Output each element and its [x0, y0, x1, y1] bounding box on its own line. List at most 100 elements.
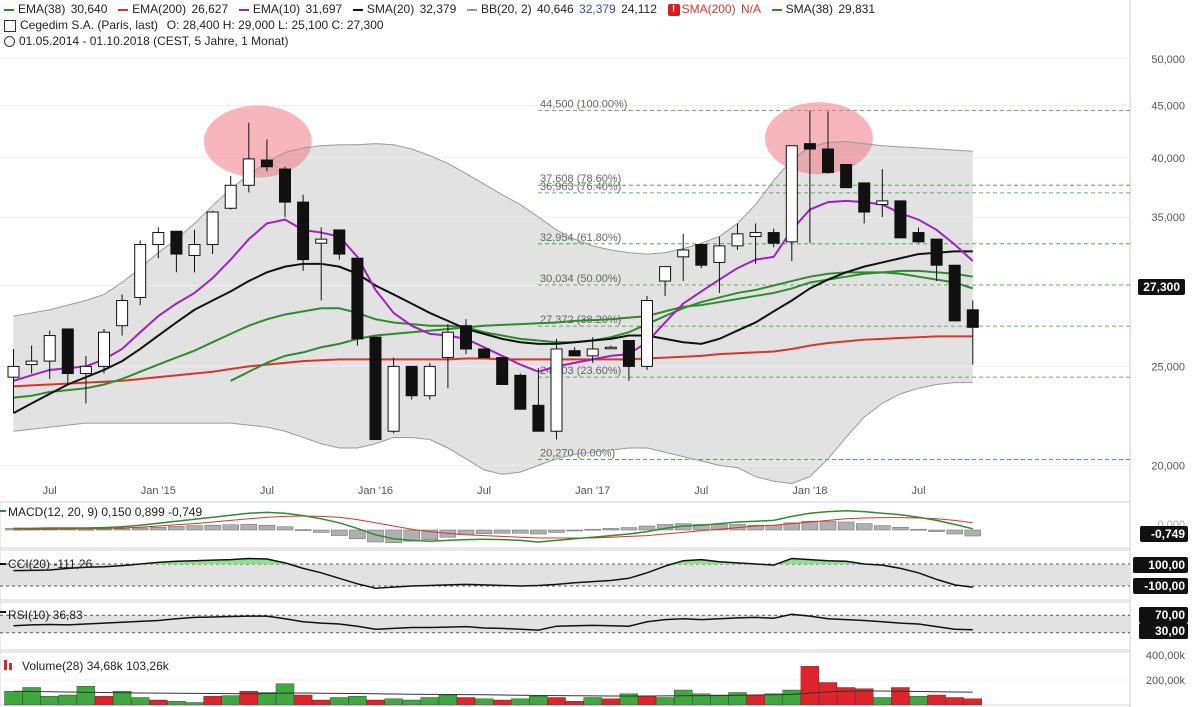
candle — [586, 337, 599, 363]
ma-line-ema10 — [13, 199, 974, 382]
macd-histogram-bar — [168, 526, 185, 531]
candle — [604, 345, 617, 350]
ma-line-sma20 — [13, 250, 973, 415]
macd-histogram-bar — [964, 529, 982, 537]
volume-bar — [130, 697, 150, 706]
clock-icon — [4, 36, 15, 48]
candle — [767, 228, 780, 248]
candle-body — [25, 360, 38, 366]
candle-body — [622, 340, 635, 367]
candle — [641, 295, 653, 370]
cci-legend: CCI(20) -111,26 — [8, 557, 93, 571]
macd-histogram-bar — [874, 525, 891, 531]
candle — [79, 355, 92, 404]
candle — [785, 145, 798, 262]
candle — [170, 230, 183, 273]
volume-legend-swatch — [4, 660, 7, 670]
volume-bar — [438, 694, 458, 706]
candle-body — [369, 336, 382, 441]
macd-line — [13, 510, 973, 543]
candle — [930, 238, 943, 282]
macd-histogram-bar — [892, 526, 909, 531]
volume-bar — [728, 692, 747, 706]
legend-sma38[interactable]: SMA(38) 29,831 — [771, 2, 877, 16]
volume-bar — [674, 689, 693, 706]
fib-level-label: 36,963 (76.40%) — [540, 181, 621, 193]
volume-bar — [619, 693, 639, 706]
x-tick-label: Jul — [477, 485, 491, 497]
volume-average-line — [13, 690, 973, 697]
candle — [315, 227, 328, 301]
volume-bar — [493, 699, 512, 706]
candle-body — [152, 232, 165, 246]
x-tick-label: Jan '15 — [141, 485, 176, 497]
legend-sma20[interactable]: SMA(20) 32,379 — [352, 2, 458, 16]
legend-ema200[interactable]: EMA(200) 26,627 — [118, 2, 230, 16]
macd-histogram-bar — [602, 528, 620, 531]
volume-bar — [855, 688, 874, 706]
legend-sma200[interactable]: ! SMA(200) N/A — [667, 2, 763, 16]
candle — [514, 373, 527, 410]
candle — [622, 340, 635, 381]
macd-histogram-bar — [837, 521, 855, 531]
macd-histogram-bar — [294, 529, 312, 531]
macd-histogram-bar — [240, 524, 258, 531]
candle — [98, 328, 110, 374]
instrument-name: Cegedim S.A. (Paris, last) — [20, 18, 159, 32]
candle — [803, 110, 816, 244]
last-price-label: 27,300 — [1138, 279, 1185, 295]
candle — [749, 223, 762, 264]
candle-body — [586, 348, 599, 357]
rsi-lo-badge — [1139, 623, 1188, 639]
legend-ema38[interactable]: EMA(38) 30,640 — [4, 2, 109, 16]
macd-histogram-bar — [693, 524, 710, 531]
fib-level-label: 32,954 (61.80%) — [540, 232, 621, 244]
macd-legend: MACD(12, 20, 9) 0,150 0,899 -0,749 — [8, 505, 202, 519]
candle-body — [822, 148, 834, 173]
candle-body — [279, 168, 291, 203]
candle — [858, 182, 871, 224]
ma-line-ema38 — [230, 269, 973, 382]
candle-body — [441, 331, 454, 359]
legend-ema10[interactable]: EMA(10) 31,697 — [238, 2, 344, 16]
volume-bar — [655, 697, 675, 706]
volume-bar — [203, 696, 222, 706]
candle — [7, 348, 20, 414]
volume-bar — [402, 699, 421, 706]
candle-body — [43, 335, 56, 362]
volume-bar — [58, 694, 77, 706]
volume-bar — [275, 683, 295, 706]
macd-histogram-bar — [512, 529, 529, 534]
volume-bar — [836, 687, 856, 706]
legend-bb[interactable]: BB(20, 2) 40,646 32,379 24,112 — [466, 2, 659, 16]
fib-level-label: 44,500 (100.00%) — [540, 99, 627, 111]
volume-bar — [4, 691, 23, 706]
instrument-line: Cegedim S.A. (Paris, last) O: 28,400 H: … — [4, 17, 386, 33]
volume-bar — [94, 696, 114, 706]
macd-histogram-bar — [855, 523, 873, 531]
candle — [369, 336, 382, 441]
candle — [297, 194, 310, 271]
candle — [260, 139, 273, 172]
macd-histogram-bar — [131, 527, 149, 531]
candle — [659, 266, 672, 296]
cci-line — [13, 557, 973, 589]
x-tick-label: Jan '18 — [792, 485, 827, 497]
macd-histogram-bar — [150, 526, 167, 531]
macd-histogram-bar — [312, 529, 330, 533]
volume-bar — [583, 697, 602, 706]
cci-hi-badge — [1133, 557, 1188, 573]
candle-body — [333, 229, 346, 255]
candle — [206, 210, 219, 255]
volume-tick-lo: 200,00k — [1146, 675, 1186, 687]
macd-histogram-bar — [258, 524, 276, 531]
candle-body — [514, 374, 527, 410]
highlight-circle — [203, 105, 312, 178]
volume-bar — [800, 666, 820, 706]
macd-histogram-bar — [910, 528, 927, 531]
macd-value-badge — [1140, 526, 1188, 542]
candle — [713, 236, 726, 293]
candle — [279, 166, 291, 218]
x-tick-label: Jul — [694, 485, 708, 497]
macd-histogram-bar — [222, 524, 239, 531]
